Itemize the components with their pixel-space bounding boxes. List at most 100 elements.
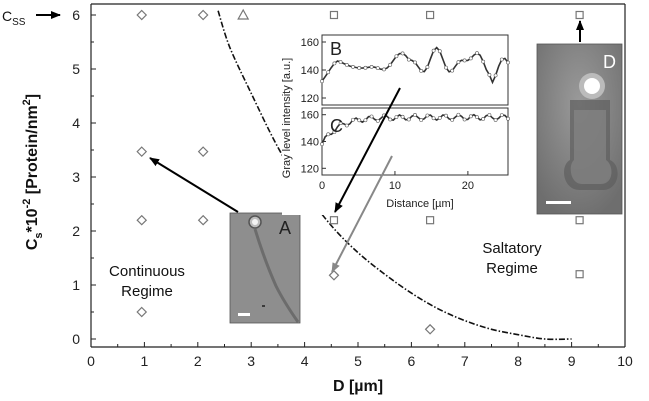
inset-c-point xyxy=(462,117,467,122)
x-tick-label: 7 xyxy=(461,353,469,369)
inset-b-point xyxy=(506,60,510,65)
continuous-regime-label-2: Regime xyxy=(121,283,173,300)
inset-b-point xyxy=(394,54,399,59)
inset-b-point xyxy=(487,73,492,77)
square-marker xyxy=(329,216,339,225)
x-tick-label: 0 xyxy=(87,353,95,369)
inset-c-point xyxy=(431,116,436,121)
inset-b-point xyxy=(456,60,461,65)
inset-b-point xyxy=(357,66,362,70)
x-tick-label: 5 xyxy=(354,353,362,369)
triangle-marker xyxy=(237,8,250,20)
intensity-points-c xyxy=(320,112,510,147)
panel-label-c: C xyxy=(330,116,343,136)
diamond-marker xyxy=(136,214,148,226)
inset-c-point xyxy=(425,113,430,118)
boundary-curve xyxy=(217,10,572,341)
inset-b-tick-label: 160 xyxy=(301,37,319,49)
inset-c-point xyxy=(363,118,368,123)
diamond-marker xyxy=(197,9,209,21)
diamond-marker xyxy=(136,9,148,21)
diamond-marker xyxy=(136,146,148,157)
plot-frame xyxy=(90,3,626,348)
diamond-marker xyxy=(197,146,209,157)
css-label: CSS xyxy=(2,8,61,28)
inset-b-point xyxy=(462,58,467,63)
inset-c-point xyxy=(506,116,510,121)
inset-b-point xyxy=(419,69,424,73)
square-marker xyxy=(425,10,435,20)
inset-c-point xyxy=(394,115,399,119)
diamond-marker xyxy=(136,306,148,318)
inset-c-point xyxy=(444,113,448,118)
y-tick-label: 6 xyxy=(72,7,80,23)
inset-b-point xyxy=(388,62,393,67)
inset-b-point xyxy=(382,67,386,72)
inset-c-tick-label: 140 xyxy=(301,137,319,149)
square-marker xyxy=(425,216,435,225)
inset-b-tick-label: 140 xyxy=(301,65,319,77)
inset-c-point xyxy=(493,118,498,122)
inset-x-tick-label: 10 xyxy=(389,180,401,192)
y-tick-label: 5 xyxy=(72,61,80,77)
inset-c-point xyxy=(320,142,324,147)
x-tick-label: 3 xyxy=(247,353,255,369)
x-tick-label: 6 xyxy=(408,353,416,369)
inset-c-point xyxy=(481,117,486,121)
square-marker xyxy=(575,270,584,279)
y-tick-label: 3 xyxy=(72,169,80,185)
x-tick-label: 2 xyxy=(194,353,202,369)
arrow-c xyxy=(331,155,393,273)
inset-b-point xyxy=(493,73,498,78)
inset-x-tick-label: 20 xyxy=(462,180,474,192)
inset-b-point xyxy=(363,65,368,70)
inset-b-point xyxy=(431,48,436,53)
panel-label-a: A xyxy=(279,218,291,238)
diamond-marker xyxy=(197,214,209,226)
svg-text:CSS: CSS xyxy=(2,8,26,28)
inset-b-point xyxy=(344,62,349,67)
y-tick-label: 0 xyxy=(72,331,80,347)
inset-b-point xyxy=(468,56,473,61)
inset-c-point xyxy=(332,130,337,134)
inset-b-point xyxy=(444,65,448,70)
inset-c-point xyxy=(344,123,349,128)
inset-c-y-ticks: 120 140 160 xyxy=(301,110,326,175)
continuous-regime-label: Continuous xyxy=(109,263,185,280)
panel-label-d: D xyxy=(603,52,616,72)
inset-b-tick-label: 120 xyxy=(301,93,319,105)
inset-c-point xyxy=(475,115,479,120)
inset-c-point xyxy=(351,117,355,122)
inset-b-point xyxy=(475,51,479,56)
inset-c-point xyxy=(413,112,417,117)
inset-b-point xyxy=(369,64,374,69)
arrow-a xyxy=(149,157,239,213)
y-tick-label: 4 xyxy=(72,115,80,131)
intensity-points-b xyxy=(320,48,510,84)
inset-x-axis-title: Distance [µm] xyxy=(386,198,453,210)
micrograph-a: A xyxy=(229,212,301,324)
y-tick-label: 2 xyxy=(72,223,80,239)
y-tick-label: 1 xyxy=(72,277,80,293)
x-tick-label: 8 xyxy=(514,353,522,369)
inset-b-point xyxy=(338,60,343,64)
inset-c-point xyxy=(419,118,424,122)
inset-b-point xyxy=(406,57,411,62)
x-tick-label: 4 xyxy=(301,353,309,369)
inset-b-point xyxy=(351,65,355,69)
x-tick-label: 10 xyxy=(617,353,633,369)
inset-x-ticks: 0 10 20 xyxy=(319,171,474,192)
inset-c-point xyxy=(406,117,411,122)
inset-c-point xyxy=(357,118,362,123)
square-marker xyxy=(329,10,339,20)
y-axis-ticks: 0 1 2 3 4 5 6 xyxy=(72,7,96,347)
inset-b-point xyxy=(375,66,380,71)
inset-b-point xyxy=(332,61,337,66)
inset-x-tick-label: 0 xyxy=(319,180,325,192)
inset-c-point xyxy=(375,118,380,123)
inset-c-point xyxy=(468,114,473,119)
inset-plots: Gray level intensity [a.u.] 120 140 160 12… xyxy=(281,30,522,215)
inset-b-point xyxy=(481,59,486,64)
inset-c-tick-label: 120 xyxy=(301,163,319,175)
x-tick-label: 9 xyxy=(568,353,576,369)
